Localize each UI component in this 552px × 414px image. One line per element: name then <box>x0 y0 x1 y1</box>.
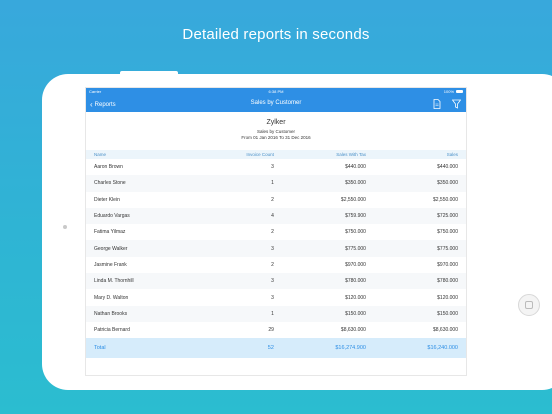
sales-with-tax: $2,550.000 <box>340 196 366 203</box>
invoice-count: 3 <box>195 240 282 257</box>
organization-name: Zylker <box>266 119 286 126</box>
status-bar: Carrier 6:38 PM 100% <box>86 88 466 96</box>
invoice-count: 1 <box>195 175 282 192</box>
column-header-invoice-count[interactable]: Invoice Count <box>195 150 282 159</box>
ipad-camera <box>63 225 67 229</box>
sales-with-tax: $750.000 <box>345 229 366 236</box>
total-sales: $16,240.000 <box>373 338 466 359</box>
invoice-count: 2 <box>271 196 274 203</box>
customer-name: Fatima Yilmaz <box>94 229 126 236</box>
invoice-count: 29 <box>268 327 274 334</box>
back-button[interactable]: ‹ Reports <box>90 100 116 109</box>
column-header-sales[interactable]: Sales <box>373 150 466 159</box>
sales-with-tax: $150.000 <box>281 305 374 322</box>
sales: $970.000 <box>437 261 458 268</box>
sales: $725.000 <box>373 207 466 225</box>
sales-with-tax: $120.000 <box>345 294 366 301</box>
sales-with-tax: $8,630.000 <box>340 327 366 334</box>
chevron-left-icon: ‹ <box>90 100 93 109</box>
page-title: Sales by Customer <box>250 100 302 106</box>
app-screen: Carrier 6:38 PM 100% ‹ Reports Sales by C… <box>86 88 466 375</box>
sales: $2,550.000 <box>432 196 458 203</box>
table-row[interactable]: George Walker 3 $775.000 $775.000 <box>86 240 466 257</box>
report-date-range: From 01 Jan 2016 To 31 Dec 2016 <box>241 135 311 140</box>
sales: $150.000 <box>373 305 466 322</box>
table-row[interactable]: Fatima Yilmaz 2 $750.000 $750.000 <box>86 224 466 240</box>
headline: Detailed reports in seconds <box>182 26 370 43</box>
customer-name: Aaron Brown <box>94 164 123 171</box>
table-row[interactable]: Patricia Bernard 29 $8,630.000 $8,630.000 <box>86 322 466 338</box>
table-row[interactable]: Aaron Brown 3 $440.000 $440.000 <box>86 159 466 175</box>
status-time: 6:38 PM <box>268 89 284 94</box>
sales-table: Name Invoice Count Sales With Tax Sales … <box>86 150 466 359</box>
total-invoice-count: 52 <box>195 338 282 359</box>
battery-label: 100% <box>443 89 454 94</box>
customer-name: Dieter Klein <box>94 196 120 203</box>
column-header-name[interactable]: Name <box>86 150 196 159</box>
total-sales-with-tax: $16,274.900 <box>281 338 374 359</box>
customer-name: Eduardo Vargas <box>86 207 196 225</box>
table-row[interactable]: Jasmine Frank 2 $970.000 $970.000 <box>86 257 466 273</box>
sales-with-tax: $440.000 <box>345 164 366 171</box>
report-header: Zylker Sales by Customer From 01 Jan 201… <box>86 112 466 150</box>
customer-name: George Walker <box>86 240 196 257</box>
sales: $120.000 <box>437 294 458 301</box>
report-name: Sales by Customer <box>256 129 295 134</box>
sales: $440.000 <box>437 164 458 171</box>
invoice-count: 2 <box>271 229 274 236</box>
table-row[interactable]: Eduardo Vargas 4 $759.900 $725.000 <box>86 207 466 225</box>
invoice-count: 3 <box>195 273 282 290</box>
back-label: Reports <box>94 102 116 108</box>
table-row[interactable]: Charles Stone 1 $350.000 $350.000 <box>86 175 466 192</box>
customer-name: Patricia Bernard <box>94 327 130 334</box>
total-label: Total <box>86 338 196 359</box>
battery-icon <box>456 89 463 93</box>
filter-icon[interactable] <box>451 99 462 111</box>
invoice-count: 1 <box>195 305 282 322</box>
sales: $775.000 <box>373 240 466 257</box>
sales-with-tax: $775.000 <box>281 240 374 257</box>
table-row[interactable]: Linda M. Thornhill 3 $780.000 $780.000 <box>86 273 466 290</box>
document-icon[interactable] <box>433 99 441 111</box>
table-row[interactable]: Mary D. Walton 3 $120.000 $120.000 <box>86 289 466 305</box>
sales: $780.000 <box>373 273 466 290</box>
sales: $750.000 <box>437 229 458 236</box>
sales: $350.000 <box>373 175 466 192</box>
sales: $8,630.000 <box>432 327 458 334</box>
customer-name: Linda M. Thornhill <box>86 273 196 290</box>
carrier-label: Carrier <box>89 89 102 94</box>
home-button-icon <box>525 301 533 309</box>
home-button[interactable] <box>518 294 540 316</box>
invoice-count: 3 <box>271 164 274 171</box>
column-header-sales-with-tax[interactable]: Sales With Tax <box>281 150 374 159</box>
table-row[interactable]: Nathan Brooks 1 $150.000 $150.000 <box>86 305 466 322</box>
invoice-count: 4 <box>195 207 282 225</box>
customer-name: Jasmine Frank <box>94 261 127 268</box>
sales-with-tax: $970.000 <box>345 261 366 268</box>
customer-name: Nathan Brooks <box>86 305 196 322</box>
nav-bar: ‹ Reports Sales by Customer <box>86 96 466 112</box>
total-row: Total 52 $16,274.900 $16,240.000 <box>86 338 466 359</box>
table-header-row: Name Invoice Count Sales With Tax Sales <box>86 150 466 159</box>
table-row[interactable]: Dieter Klein 2 $2,550.000 $2,550.000 <box>86 192 466 208</box>
invoice-count: 2 <box>271 261 274 268</box>
sales-with-tax: $780.000 <box>281 273 374 290</box>
customer-name: Mary D. Walton <box>94 294 129 301</box>
invoice-count: 3 <box>271 294 274 301</box>
sales-with-tax: $350.000 <box>281 175 374 192</box>
ipad-power-button <box>120 71 178 74</box>
sales-with-tax: $759.900 <box>281 207 374 225</box>
customer-name: Charles Stone <box>86 175 196 192</box>
